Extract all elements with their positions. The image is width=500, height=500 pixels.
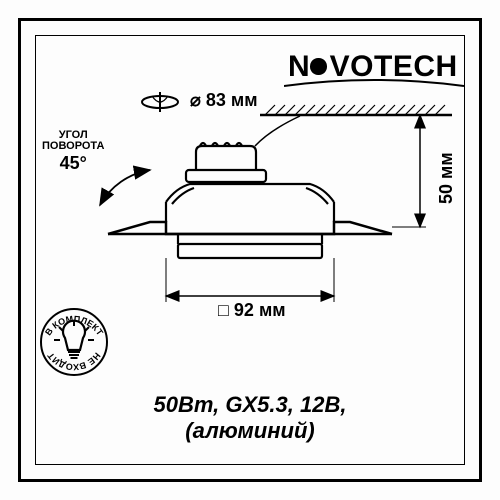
dim-cutout-symbol: ⌀: [190, 90, 201, 110]
dim-width-value: 92: [234, 300, 254, 320]
dim-cutout-unit: мм: [231, 90, 258, 110]
dim-width-unit: мм: [259, 300, 286, 320]
dim-cutout-value: 83: [206, 90, 226, 110]
specs-line2: (алюминий): [0, 418, 500, 444]
specs-line1: 50Вт, GX5.3, 12В,: [0, 392, 500, 418]
dim-fixture-width: □ 92 мм: [218, 300, 286, 321]
dim-height-unit: мм: [436, 152, 456, 179]
dim-cutout-dia: ⌀ 83 мм: [190, 90, 258, 111]
dim-height-value: 50: [436, 184, 456, 204]
dim-width-symbol: □: [218, 300, 229, 320]
dim-height: 50 мм: [436, 152, 457, 204]
electrical-specs: 50Вт, GX5.3, 12В, (алюминий): [0, 392, 500, 444]
